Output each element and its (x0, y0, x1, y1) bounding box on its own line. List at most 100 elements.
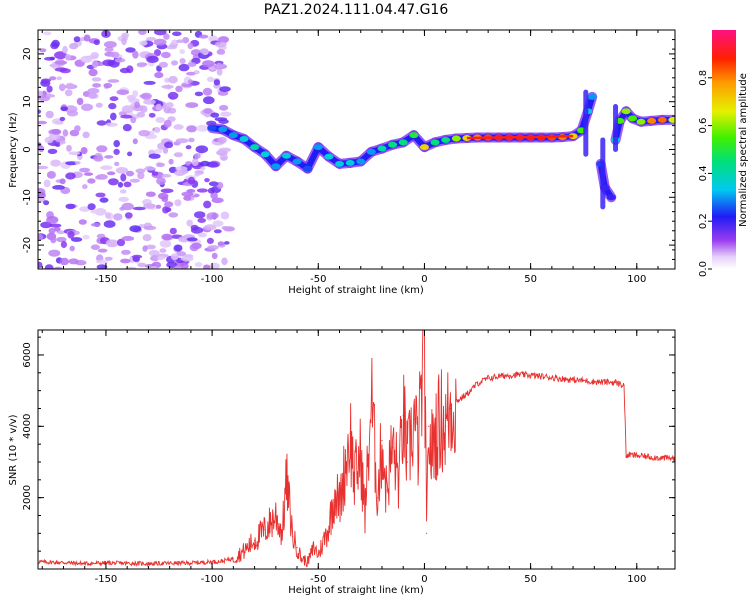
noise-blob (174, 265, 182, 271)
noise-blob (197, 218, 206, 223)
noise-blob (172, 32, 182, 37)
x-tick-label: -50 (310, 574, 326, 585)
noise-blob (154, 127, 160, 134)
noise-blob (83, 235, 90, 240)
snr-data-point (530, 375, 531, 376)
ridge-point (356, 158, 365, 164)
noise-blob (138, 130, 150, 136)
noise-blob (67, 231, 74, 239)
noise-blob (107, 171, 115, 175)
noise-blob (140, 105, 147, 112)
noise-blob (133, 138, 138, 144)
noise-blob (50, 160, 61, 167)
noise-blob (54, 227, 61, 232)
noise-blob (198, 233, 207, 238)
snr-data-point (360, 454, 361, 455)
noise-blob (110, 52, 120, 58)
snr-data-point (63, 562, 64, 563)
y-tick-label: 6000 (22, 342, 33, 367)
noise-blob (143, 99, 156, 104)
y-tick-label: 4000 (22, 414, 33, 439)
noise-blob (105, 212, 111, 219)
noise-blob (94, 40, 100, 46)
noise-blob (84, 35, 91, 42)
x-tick-label: 0 (421, 274, 427, 285)
snr-data-point (456, 401, 457, 402)
snr-series-line (38, 274, 675, 566)
ridge-point (282, 153, 291, 159)
noise-blob (97, 120, 107, 125)
noise-blob (70, 246, 75, 252)
noise-blob (50, 237, 56, 244)
noise-blob (88, 203, 96, 210)
noise-blob (127, 152, 132, 157)
noise-blob (151, 266, 158, 271)
noise-blob (142, 245, 147, 251)
noise-blob (200, 167, 205, 171)
noise-blob (121, 37, 127, 45)
snr-data-point (615, 382, 616, 383)
noise-blob (161, 52, 171, 58)
ridge-point (647, 118, 656, 124)
noise-blob (207, 245, 219, 250)
noise-blob (120, 174, 126, 182)
noise-blob (122, 105, 134, 113)
noise-blob (110, 96, 119, 101)
ridge-point (293, 158, 302, 164)
snr-data-point (398, 479, 399, 480)
noise-blob (90, 210, 103, 214)
noise-blob (185, 102, 198, 108)
noise-blob (132, 51, 138, 59)
noise-blob (160, 240, 172, 248)
noise-blob (125, 212, 133, 218)
spectrogram-ylabel: Frequency (Hz) (8, 112, 19, 188)
noise-blob (74, 125, 81, 132)
noise-blob (51, 129, 61, 135)
noise-blob (117, 89, 130, 95)
y-tick-label: -10 (22, 189, 33, 205)
noise-blob (80, 56, 92, 63)
noise-blob (65, 172, 76, 179)
noise-blob (65, 204, 75, 210)
noise-blob (144, 167, 156, 171)
ridge-point (668, 117, 677, 123)
snr-data-point (377, 497, 378, 498)
spectrogram-frame (38, 30, 675, 269)
noise-blob (68, 258, 78, 264)
spectrogram-plot-area (33, 29, 677, 273)
noise-blob (217, 49, 226, 55)
snr-data-point (488, 378, 489, 379)
noise-blob (95, 193, 105, 198)
x-tick-label: -100 (201, 274, 224, 285)
noise-blob (170, 228, 177, 235)
noise-blob (195, 262, 203, 267)
ridge-point (335, 161, 344, 167)
snr-data-point (354, 479, 355, 480)
noise-blob (188, 43, 194, 49)
snr-data-point (636, 455, 637, 456)
noise-blob (105, 257, 113, 261)
noise-blob (113, 140, 120, 147)
noise-blob (188, 62, 197, 67)
ridge-point (367, 149, 376, 155)
noise-blob (207, 238, 214, 244)
noise-blob (149, 113, 156, 118)
x-tick-label: -150 (95, 274, 118, 285)
noise-blob (195, 92, 203, 97)
noise-blob (155, 117, 165, 123)
snr-ylabel: SNR (10 * v/v) (8, 414, 19, 485)
y-tick-label: 0 (22, 146, 33, 152)
noise-blob (81, 147, 88, 154)
noise-blob (200, 161, 210, 167)
ridge-point (431, 139, 440, 145)
ridge-point (271, 163, 280, 169)
noise-blob (188, 138, 194, 143)
noise-blob (219, 86, 231, 92)
noise-blob (87, 178, 95, 183)
ridge-point (303, 166, 312, 172)
snr-data-point (233, 558, 234, 559)
snr-data-point (498, 376, 499, 377)
noise-blob (168, 76, 177, 84)
noise-blob (130, 179, 140, 183)
snr-data-point (222, 561, 223, 562)
